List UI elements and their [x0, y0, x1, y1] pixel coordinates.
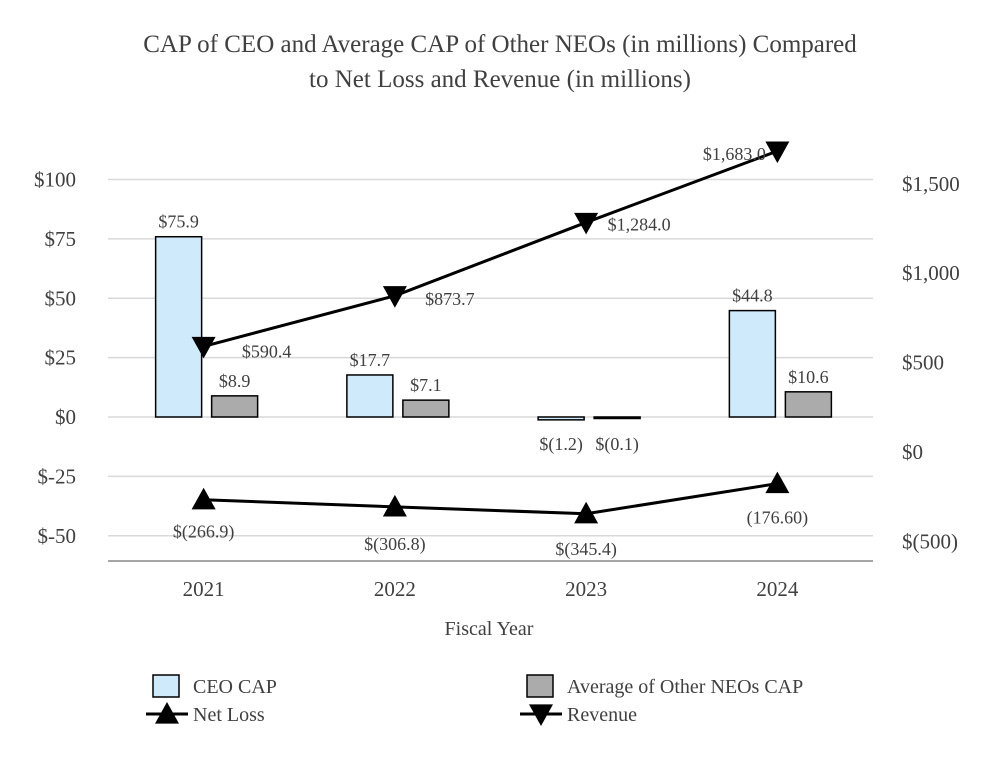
line-data-label: $(266.9)	[173, 522, 235, 543]
legend-label: Revenue	[567, 704, 637, 726]
x-axis-tick-label: 2021	[183, 577, 225, 601]
line-data-label: $1,284.0	[608, 214, 671, 234]
triangle-down-marker	[191, 336, 216, 359]
legend-label: CEO CAP	[193, 676, 277, 698]
legend-triangle-down-marker	[529, 704, 553, 726]
x-axis-label: Fiscal Year	[445, 618, 534, 640]
x-axis-tick-label: 2024	[756, 577, 799, 601]
bar-data-label: $(1.2)	[539, 434, 583, 455]
line-data-label: $873.7	[425, 289, 475, 309]
bar-data-label: $44.8	[732, 286, 773, 306]
bar-average-of-other-neos-cap	[402, 399, 450, 418]
bar-average-of-other-neos-cap	[593, 416, 641, 420]
legend-swatch	[526, 674, 554, 698]
bar-data-label: $75.9	[158, 212, 199, 232]
triangle-down-marker	[382, 286, 407, 308]
triangle-up-marker	[574, 501, 599, 524]
triangle-up-marker	[382, 494, 407, 517]
left-axis-tick-label: $100	[34, 168, 76, 192]
line-data-label: $1,683.0	[703, 144, 766, 164]
chart-title-line-1: CAP of CEO and Average CAP of Other NEOs…	[143, 31, 857, 58]
line-net-loss	[203, 482, 778, 516]
triangle-down-marker	[574, 212, 599, 235]
plot-area: $100 $75 $50 $25 $0 $-25 $-50 $1,500 $1,000 $500 $…	[34, 141, 960, 601]
left-axis-tick-label: $50	[45, 286, 77, 310]
line-data-label: $(345.4)	[555, 539, 617, 560]
bar-ceo-cap	[154, 235, 203, 418]
right-axis-tick-label: $1,500	[902, 172, 960, 196]
left-axis-tick-label: $25	[45, 346, 77, 370]
triangle-up-marker	[191, 487, 216, 510]
bar-ceo-cap	[728, 309, 777, 418]
right-axis-tick-label: $0	[902, 440, 923, 464]
bar-average-of-other-neos-cap	[210, 395, 259, 418]
line-data-label: $(306.8)	[364, 534, 426, 555]
x-axis-tick-label: 2023	[565, 577, 607, 601]
line-data-label: $590.4	[242, 341, 292, 361]
chart-title-line-2: to Net Loss and Revenue (in millions)	[309, 66, 691, 93]
left-axis-tick-label: $0	[55, 405, 76, 429]
line-data-label: (176.60)	[747, 508, 809, 529]
left-axis-tick-label: $-25	[38, 464, 77, 488]
bar-data-label: $8.9	[219, 371, 251, 391]
legend-swatch	[152, 674, 180, 698]
bar-data-label: $10.6	[788, 367, 829, 387]
legend-triangle-up-marker	[155, 702, 179, 724]
x-axis-tick-label: 2022	[374, 577, 416, 601]
bar-data-label: $17.7	[350, 350, 391, 370]
triangle-up-marker	[765, 471, 790, 494]
bar-ceo-cap	[537, 416, 585, 421]
right-axis-tick-label: $(500)	[902, 529, 958, 553]
bar-ceo-cap	[346, 374, 394, 418]
right-axis-tick-label: $500	[902, 351, 944, 375]
bar-data-label: $7.1	[410, 375, 442, 395]
left-axis-tick-label: $75	[45, 227, 77, 251]
bar-data-label: $(0.1)	[595, 434, 639, 455]
left-axis-tick-label: $-50	[38, 524, 77, 548]
legend-label: Net Loss	[193, 704, 265, 726]
legend: CEO CAP Average of Other NEOs CAP Net Loss…	[146, 674, 803, 726]
triangle-down-marker	[765, 141, 790, 164]
right-axis-tick-label: $1,000	[902, 261, 960, 285]
bar-average-of-other-neos-cap	[784, 391, 833, 418]
legend-label: Average of Other NEOs CAP	[567, 676, 803, 698]
line-revenue	[203, 149, 778, 348]
